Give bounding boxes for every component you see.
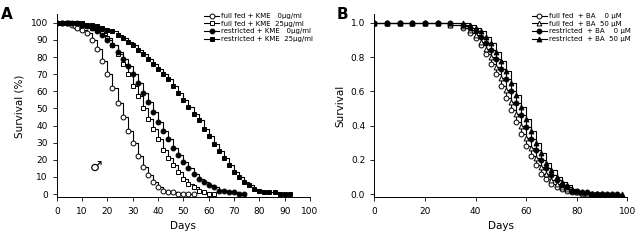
Text: ♂: ♂ <box>89 160 102 174</box>
X-axis label: Days: Days <box>488 221 514 231</box>
Legend: full fed  + BA    0 μM, full fed  + BA  50 μM, restricted  + BA    0 μM, restric: full fed + BA 0 μM, full fed + BA 50 μM,… <box>531 12 631 43</box>
Y-axis label: Survival (%): Survival (%) <box>15 74 25 138</box>
Text: A: A <box>1 7 13 22</box>
Text: B: B <box>336 7 348 22</box>
Y-axis label: Survival: Survival <box>335 85 345 127</box>
Legend: full fed + KME   0μg/ml, full fed + KME  25μg/ml, restricted + KME   0μg/ml, res: full fed + KME 0μg/ml, full fed + KME 25… <box>203 12 314 43</box>
X-axis label: Days: Days <box>170 221 196 231</box>
